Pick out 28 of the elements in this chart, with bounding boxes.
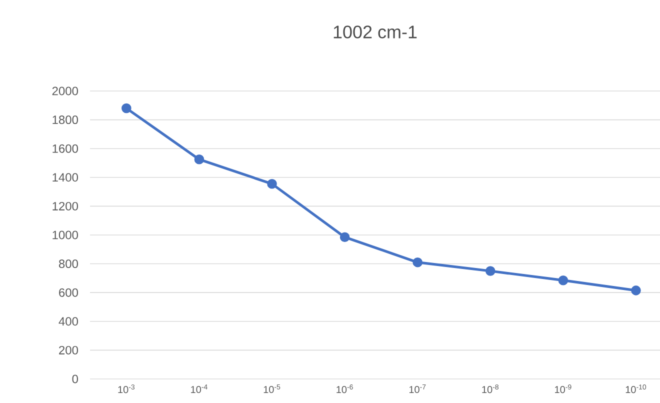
point [267,178,277,189]
y-tick-label: 1600 [52,144,78,153]
x-tick-label: 10$^{-8}$ [482,384,499,394]
x-tick-label: 10$^{-7}$ [409,384,426,394]
point [194,154,204,164]
y-tick-label: 800 [58,260,78,268]
y-tick-label: 0 [72,374,78,384]
y-tick-label: 1400 [52,173,78,182]
point [122,103,132,114]
x-tick-label: 10$^{-5}$ [264,384,280,394]
point [631,286,641,296]
x-tick-label: 10$^{-9}$ [555,384,572,394]
x-tick-label: 10$^{-6}$ [336,384,353,394]
x-tick-label: 10$^{-10}$ [626,384,646,394]
y-tick-label: 1200 [52,202,78,210]
y-tick-label: 1000 [52,230,78,240]
y-tick-label: 200 [59,346,78,354]
y-tick-label: 600 [59,288,78,297]
point [558,275,568,286]
point [340,232,350,242]
y-tick-label: 400 [58,317,78,326]
point [485,266,496,276]
point [412,257,422,268]
x-tick-label: 10$^{-4}$ [191,384,208,394]
chart-title: 1002 cm-1 [334,26,417,38]
x-tick-label: 10$^{-3}$ [118,384,135,394]
y-tick-label: 1800 [52,116,78,124]
y-tick-label: 2000 [52,86,78,96]
